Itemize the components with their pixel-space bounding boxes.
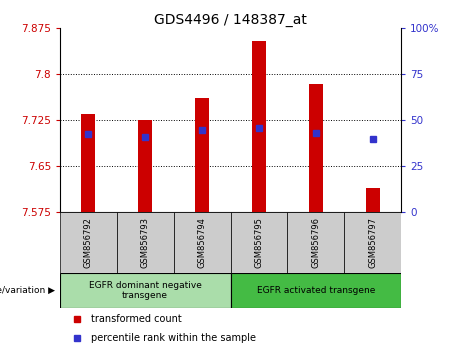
Text: GSM856796: GSM856796 xyxy=(311,217,320,268)
Title: GDS4496 / 148387_at: GDS4496 / 148387_at xyxy=(154,13,307,27)
Text: GSM856794: GSM856794 xyxy=(198,217,207,268)
Bar xyxy=(60,212,117,273)
Text: GSM856793: GSM856793 xyxy=(141,217,150,268)
Bar xyxy=(230,273,401,308)
Text: transformed count: transformed count xyxy=(91,314,181,324)
Text: GSM856792: GSM856792 xyxy=(84,217,93,268)
Bar xyxy=(195,98,209,212)
Text: GSM856797: GSM856797 xyxy=(368,217,377,268)
Bar xyxy=(81,114,95,212)
Text: EGFR activated transgene: EGFR activated transgene xyxy=(257,286,375,295)
Bar xyxy=(60,273,230,308)
Text: EGFR dominant negative
transgene: EGFR dominant negative transgene xyxy=(89,281,201,300)
Text: GSM856795: GSM856795 xyxy=(254,217,263,268)
Bar xyxy=(138,120,152,212)
Text: genotype/variation ▶: genotype/variation ▶ xyxy=(0,286,55,295)
Bar xyxy=(252,41,266,212)
Bar xyxy=(174,212,230,273)
Text: percentile rank within the sample: percentile rank within the sample xyxy=(91,333,256,343)
Bar xyxy=(344,212,401,273)
Bar xyxy=(309,84,323,212)
Bar xyxy=(230,212,287,273)
Bar xyxy=(117,212,174,273)
Bar xyxy=(287,212,344,273)
Bar xyxy=(366,188,380,212)
